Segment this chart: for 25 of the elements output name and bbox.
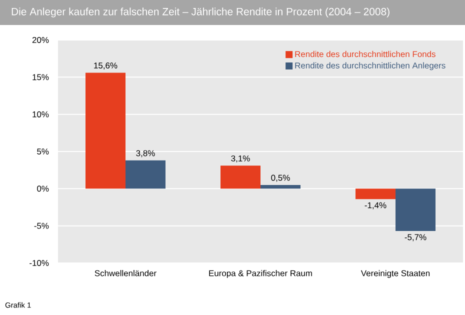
y-tick-label: 0% bbox=[37, 186, 49, 192]
bar bbox=[260, 184, 301, 189]
data-label: 15,6% bbox=[94, 62, 118, 70]
x-tick-label: Vereinigte Staaten bbox=[360, 270, 430, 278]
bar bbox=[356, 188, 396, 200]
y-tick-label: 15% bbox=[32, 74, 49, 80]
y-tick-label: -10% bbox=[30, 260, 49, 266]
data-label: -1,4% bbox=[364, 202, 386, 210]
legend-label: Rendite des durchschnittlichen Anlegers bbox=[295, 62, 446, 70]
data-label: 0,5% bbox=[271, 174, 290, 182]
data-label: 3,1% bbox=[231, 155, 250, 162]
bar bbox=[220, 166, 261, 189]
data-label: 3,8% bbox=[136, 150, 155, 158]
x-tick-label: Schwellenländer bbox=[94, 270, 156, 276]
y-tick-label: 10% bbox=[32, 111, 49, 118]
bar bbox=[396, 188, 436, 232]
x-tick-label: Europa & Pazifischer Raum bbox=[209, 270, 312, 278]
y-tick-label: -5% bbox=[34, 222, 49, 229]
data-label: -5,7% bbox=[404, 234, 426, 242]
bar bbox=[126, 160, 166, 189]
y-tick-label: 5% bbox=[37, 148, 49, 154]
y-tick-label: 20% bbox=[32, 37, 49, 43]
chart-title: Die Anleger kaufen zur falschen Zeit – Jährliche Rendite in Prozent (2004 – 2008) bbox=[12, 8, 390, 18]
legend-label: Rendite des durchschnittlichen Fonds bbox=[295, 50, 436, 58]
bar bbox=[86, 72, 126, 189]
